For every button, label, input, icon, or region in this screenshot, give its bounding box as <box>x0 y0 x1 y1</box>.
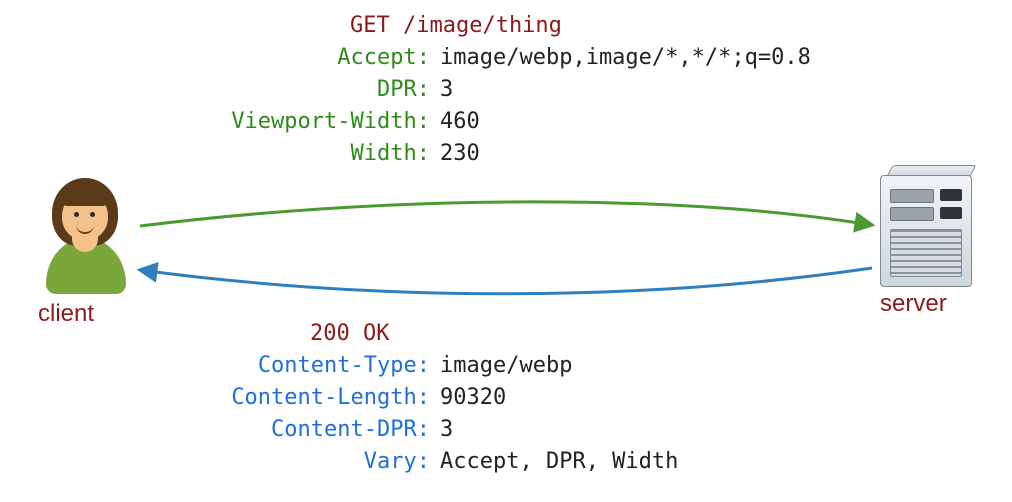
request-header-key: Viewport-Width: <box>120 106 430 138</box>
request-arrow <box>140 202 872 226</box>
request-header-key: Accept: <box>120 42 430 74</box>
response-header-key: Vary: <box>120 446 430 478</box>
response-header-val: 90320 <box>430 382 506 414</box>
http-response-block: 200 OK Content-Type: image/webp Content-… <box>120 318 820 477</box>
client-avatar-icon <box>42 178 132 298</box>
server-label: server <box>880 290 947 318</box>
client-label: client <box>38 300 94 328</box>
request-header-key: Width: <box>120 138 430 170</box>
request-header-val: image/webp,image/*,*/*;q=0.8 <box>430 42 811 74</box>
response-header-key: Content-DPR: <box>120 414 430 446</box>
server-icon <box>880 175 972 287</box>
request-header-val: 3 <box>430 74 453 106</box>
http-request-block: GET /image/thing Accept: image/webp,imag… <box>120 10 820 169</box>
response-header-val: image/webp <box>430 350 572 382</box>
response-header-key: Content-Length: <box>120 382 430 414</box>
response-header-val: 3 <box>430 414 453 446</box>
request-method-line: GET /image/thing <box>350 10 562 42</box>
response-header-val: Accept, DPR, Width <box>430 446 678 478</box>
request-header-val: 230 <box>430 138 480 170</box>
response-header-key: Content-Type: <box>120 350 430 382</box>
response-status-line: 200 OK <box>310 318 389 350</box>
request-header-key: DPR: <box>120 74 430 106</box>
response-arrow <box>140 268 872 294</box>
request-header-val: 460 <box>430 106 480 138</box>
